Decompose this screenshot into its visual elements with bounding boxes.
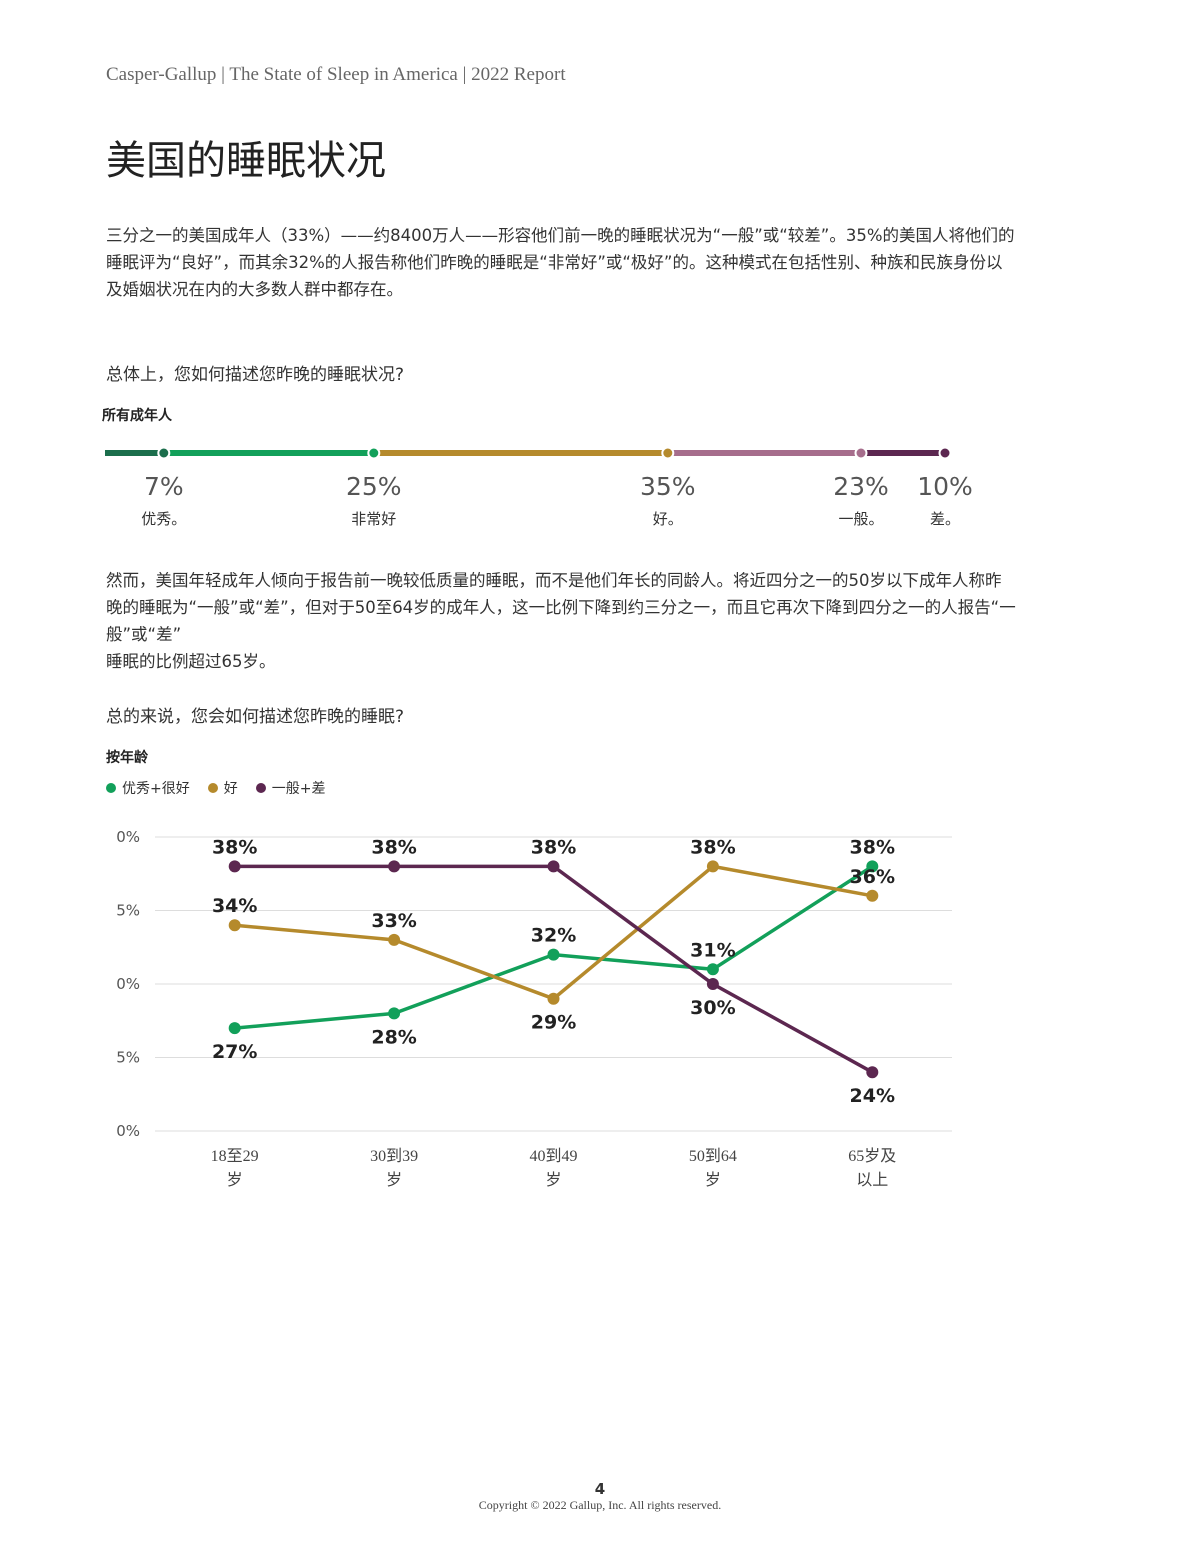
data-point xyxy=(228,919,241,932)
data-label: 10% xyxy=(917,472,973,501)
data-point xyxy=(547,860,560,873)
footer: 4 Copyright © 2022 Gallup, Inc. All righ… xyxy=(0,1480,1200,1513)
data-point xyxy=(388,860,401,873)
data-point xyxy=(706,978,719,990)
data-point xyxy=(706,963,719,976)
data-point xyxy=(866,889,879,902)
data-point xyxy=(866,860,879,873)
data-label: 38% xyxy=(850,836,895,858)
y-tick-label: 5% xyxy=(116,902,140,920)
x-tick-label: 18至29岁 xyxy=(210,1148,259,1189)
series-line xyxy=(234,864,874,1074)
bar-segment xyxy=(667,450,861,456)
data-label: 7% xyxy=(144,472,184,501)
bar-segment xyxy=(861,450,945,456)
legend-label: 好 xyxy=(223,781,238,797)
legend-label: 一般+差 xyxy=(271,781,326,797)
stacked-bar-chart: 7% 优秀。 25% 非常好 35% 好。 23% 一般。 10% 差。 xyxy=(105,446,973,528)
copyright: Copyright © 2022 Gallup, Inc. All rights… xyxy=(478,1498,722,1512)
segment-end xyxy=(367,446,381,460)
data-label: 33% xyxy=(371,910,416,932)
x-tick-label: 40到49岁 xyxy=(529,1148,578,1189)
data-point xyxy=(388,1007,401,1020)
data-label: 28% xyxy=(371,1026,416,1048)
paragraph-line: 然而，美国年轻成年人倾向于报告前一晚较低质量的睡眠，而不是他们年长的同龄人。将近… xyxy=(106,571,1016,644)
chart-subtitle: 所有成年人 xyxy=(102,408,172,424)
data-label: 38% xyxy=(212,836,257,858)
segment-end xyxy=(854,446,868,460)
paragraph: 然而，美国年轻成年人倾向于报告前一晚较低质量的睡眠，而不是他们年长的同龄人。将近… xyxy=(106,567,1016,675)
y-tick-label: 0% xyxy=(116,975,140,993)
legend-label: 优秀+很好 xyxy=(122,781,190,797)
data-label: 36% xyxy=(850,866,895,888)
data-label: 23% xyxy=(833,472,889,501)
bar-segment xyxy=(105,450,164,456)
category-label: 好。 xyxy=(653,510,683,528)
question: 总的来说，您会如何描述您昨晚的睡眠? xyxy=(106,707,405,727)
data-label: 32% xyxy=(531,925,576,947)
x-tick-label: 50到64岁 xyxy=(688,1148,737,1189)
data-point xyxy=(388,933,401,946)
data-label: 30% xyxy=(690,997,735,1019)
data-point xyxy=(866,1066,879,1079)
bar-segment xyxy=(373,450,668,456)
page-number: 4 xyxy=(594,1480,606,1498)
data-label: 38% xyxy=(531,836,576,858)
chart-subtitle: 按年龄 xyxy=(106,750,148,766)
y-tick-label: 5% xyxy=(116,1049,140,1067)
data-label: 38% xyxy=(690,836,735,858)
data-label: 31% xyxy=(690,939,735,961)
data-point xyxy=(547,992,560,1005)
legend-swatch xyxy=(106,783,116,793)
data-point xyxy=(228,1022,241,1035)
data-label: 38% xyxy=(371,836,416,858)
legend-swatch xyxy=(207,783,218,793)
data-label: 27% xyxy=(212,1041,257,1063)
data-label: 35% xyxy=(640,472,696,501)
question: 总体上，您如何描述您昨晚的睡眠状况? xyxy=(106,365,405,385)
y-tick-label: 0% xyxy=(116,828,140,846)
legend-item: 一般+差 xyxy=(255,778,326,798)
data-label: 29% xyxy=(531,1012,576,1034)
y-tick-label: 0% xyxy=(116,1122,140,1140)
data-label: 34% xyxy=(212,895,257,917)
data-label: 24% xyxy=(850,1085,895,1107)
category-label: 优秀。 xyxy=(141,510,186,528)
legend-swatch xyxy=(255,783,266,793)
paragraph-line: 睡眠的比例超过65岁。 xyxy=(106,652,276,671)
category-label: 非常好 xyxy=(351,510,396,528)
data-point xyxy=(706,860,719,873)
legend-item: 好 xyxy=(207,778,238,798)
line-chart: 0% 5% 0% 5% 0% 27% 28% 32% 31% 38% 34% 33% 29% 38% 36%… xyxy=(116,828,952,1140)
page-title: 美国的睡眠状况 xyxy=(106,138,386,184)
legend-item: 优秀+很好 xyxy=(106,778,190,798)
header: Casper-Gallup | The State of Sleep in Am… xyxy=(106,64,566,85)
bar-segment xyxy=(163,450,374,456)
data-label: 25% xyxy=(346,472,402,501)
category-label: 一般。 xyxy=(838,510,883,528)
data-point xyxy=(547,948,560,961)
segment-end xyxy=(661,446,675,460)
x-tick-label: 65岁及以上 xyxy=(848,1148,897,1189)
data-point xyxy=(228,860,241,873)
category-label: 差。 xyxy=(930,510,960,528)
legend: 优秀+很好 好 一般+差 xyxy=(106,778,325,798)
x-tick-label: 30到39岁 xyxy=(370,1148,419,1189)
segment-end xyxy=(938,446,952,460)
paragraph: 三分之一的美国成年人（33%）——约8400万人——形容他们前一晚的睡眠状况为“… xyxy=(106,226,1015,299)
segment-end xyxy=(157,446,171,460)
